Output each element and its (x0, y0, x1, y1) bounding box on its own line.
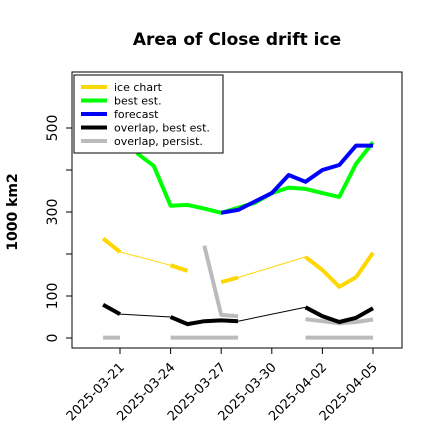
series-ice-chart-line-2 (220, 275, 239, 285)
series-overlap-persist-line-0 (202, 245, 239, 319)
series-overlap-best-est-line-0 (102, 303, 121, 316)
series-overlap-best-est-link-1 (237, 306, 306, 322)
series-overlap-best-est-line-1 (169, 315, 239, 327)
axis-layer: 01003005002025-03-212025-03-242025-03-27… (45, 115, 381, 425)
legend-label: best est. (114, 95, 162, 108)
series-forecast-line-0 (220, 143, 373, 215)
series-overlap-best-est-link-0 (119, 313, 171, 318)
legend-label: forecast (114, 108, 159, 121)
y-axis-label: 1000 km2 (5, 173, 21, 250)
series-ice-chart-line-3 (304, 255, 358, 289)
y-tick-label: 100 (45, 283, 61, 310)
y-tick-label: 300 (45, 199, 61, 226)
series-layer (101, 141, 375, 340)
legend-label: overlap, persist. (114, 135, 203, 148)
series-ice-chart-line-0 (101, 236, 122, 254)
series-ice-chart-line-1 (169, 263, 189, 273)
y-tick-label: 500 (45, 115, 61, 142)
legend-label: ice chart (114, 81, 163, 94)
chart-title: Area of Close drift ice (133, 30, 341, 50)
series-ice-chart-line-4 (354, 251, 375, 279)
y-tick-label: 0 (45, 334, 61, 343)
legend-label: overlap, best est. (114, 122, 210, 135)
series-ice-chart-link-1 (237, 256, 306, 278)
series-ice-chart-link-0 (119, 251, 171, 266)
plot-area (71, 71, 403, 349)
series-overlap-best-est-line-2 (304, 305, 374, 324)
